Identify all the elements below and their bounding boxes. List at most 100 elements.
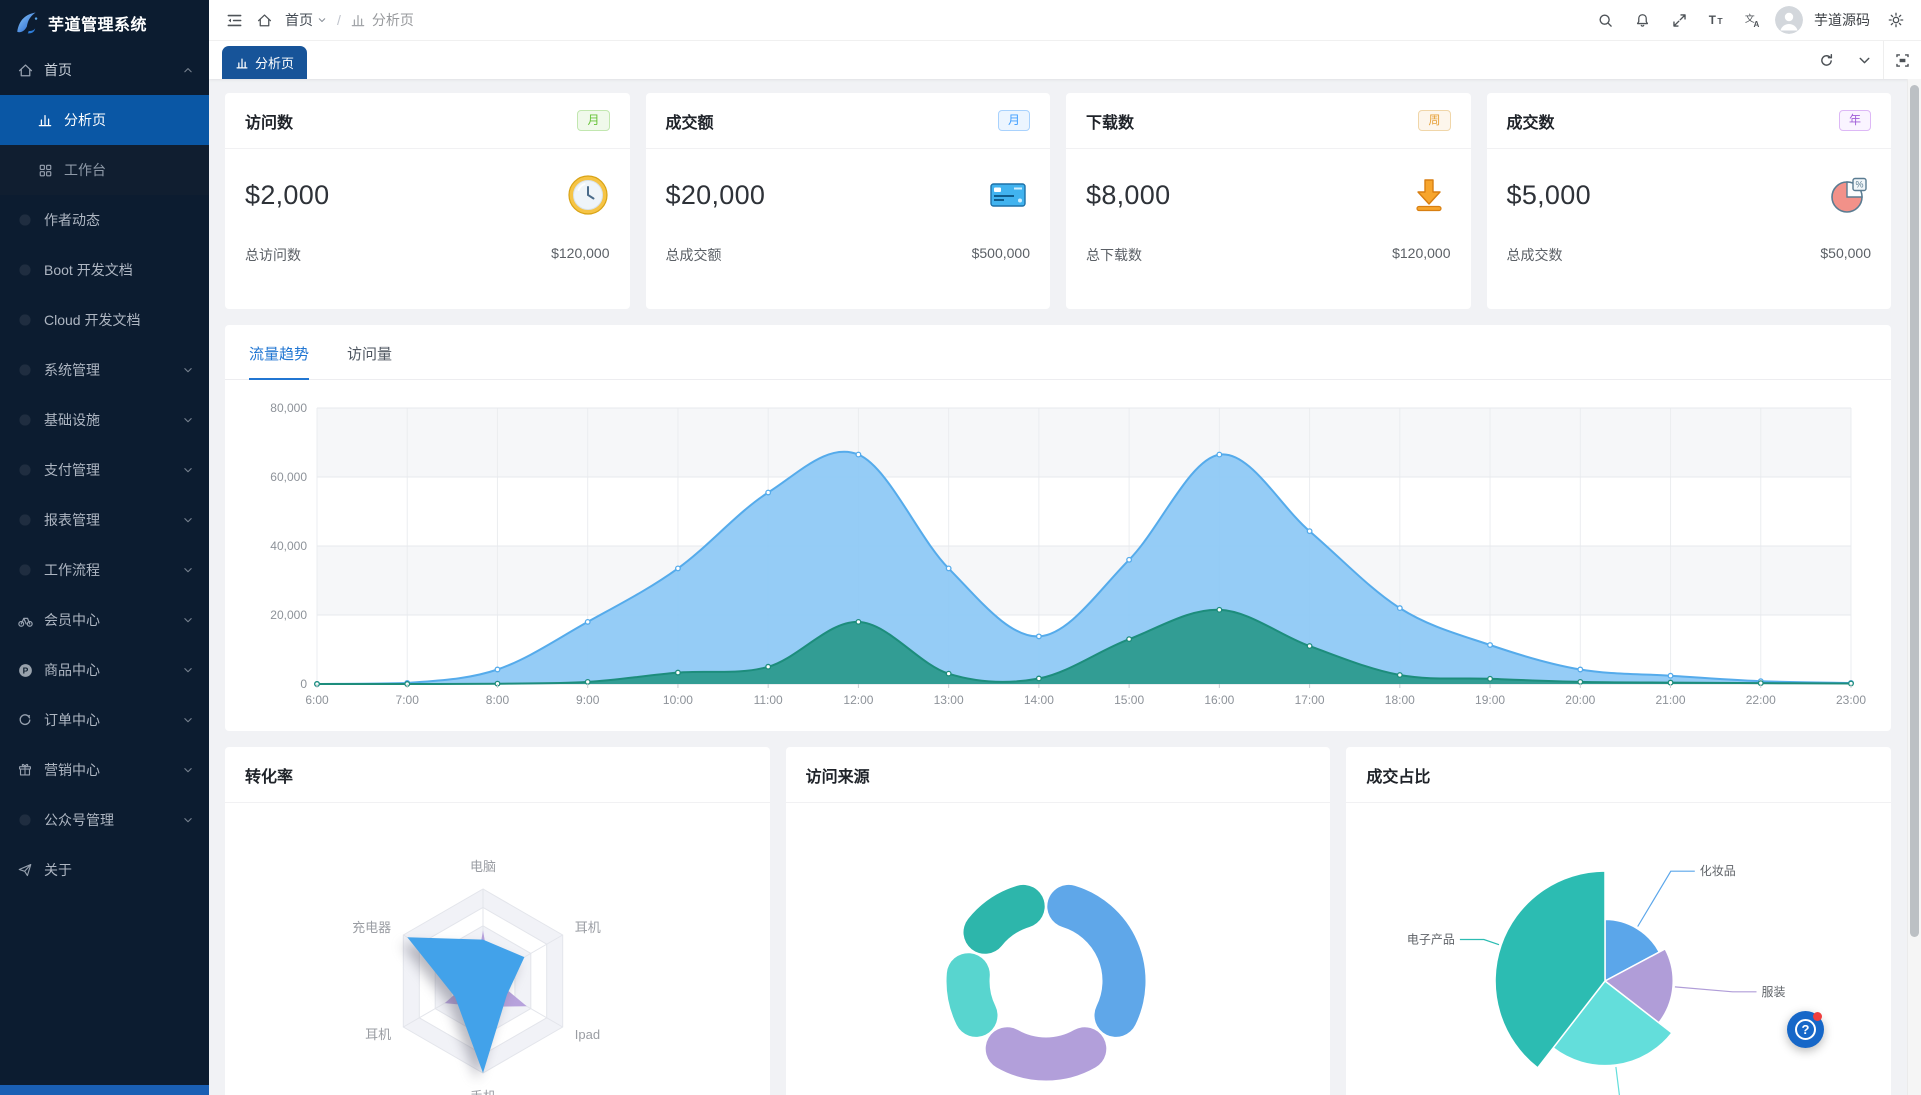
svg-text:16:00: 16:00 bbox=[1204, 693, 1234, 707]
help-button[interactable]: ? bbox=[1787, 1011, 1824, 1048]
area-fill-flow-blue[interactable] bbox=[317, 451, 1851, 684]
panel-title: 成交占比 bbox=[1366, 768, 1431, 786]
tab-analysis[interactable]: 分析页 bbox=[222, 46, 308, 79]
sidebar-item-about[interactable]: 关于 bbox=[0, 845, 209, 895]
username[interactable]: 芋道源码 bbox=[1814, 12, 1870, 28]
rose-slice-label: 电子产品 bbox=[1407, 933, 1455, 947]
svg-text:T: T bbox=[1717, 16, 1723, 26]
svg-text:9:00: 9:00 bbox=[576, 693, 600, 707]
stat-cards-row: 访问数 月 $2,000 总访问数 $120,000 成交额 月 $20,000 总成交额 $50… bbox=[225, 93, 1891, 309]
svg-text:23:00: 23:00 bbox=[1836, 693, 1866, 707]
donut-segment-purple[interactable] bbox=[985, 1027, 1106, 1081]
donut-segment-cyan[interactable] bbox=[946, 953, 998, 1037]
svg-text:80,000: 80,000 bbox=[270, 401, 307, 415]
breadcrumb-separator: / bbox=[337, 12, 341, 28]
sidebar-menu: 首页 分析页 工作台 作者动态 Boot 开发文档 Cloud 开发文档 系统管理基础设施支… bbox=[0, 45, 209, 895]
sidebar-item-pay[interactable]: 支付管理 bbox=[0, 445, 209, 495]
sidebar-item-infra[interactable]: 基础设施 bbox=[0, 395, 209, 445]
trend-tab-0[interactable]: 流量趋势 bbox=[249, 343, 310, 380]
fold-menu-icon[interactable] bbox=[219, 5, 249, 35]
tab-chart-icon bbox=[235, 56, 249, 70]
dot-icon bbox=[16, 261, 34, 279]
svg-text:10:00: 10:00 bbox=[663, 693, 693, 707]
radar-indicator-label: 电脑 bbox=[470, 859, 496, 874]
radar-indicator-label: 耳机 bbox=[365, 1027, 391, 1042]
chevron-down-icon[interactable] bbox=[1845, 41, 1883, 79]
sidebar-item-member[interactable]: 会员中心 bbox=[0, 595, 209, 645]
pie-icon: % bbox=[1827, 173, 1871, 217]
rose-slice-1[interactable] bbox=[1603, 947, 1675, 1024]
sidebar-item-label: Cloud 开发文档 bbox=[44, 312, 141, 328]
svg-text:0: 0 bbox=[300, 677, 307, 691]
stat-footer-label: 总成交数 bbox=[1506, 247, 1563, 263]
sidebar-item-analysis[interactable]: 分析页 bbox=[0, 95, 209, 145]
sidebar-item-label: 系统管理 bbox=[44, 362, 100, 378]
sidebar-item-report[interactable]: 报表管理 bbox=[0, 495, 209, 545]
donut-segment-teal[interactable] bbox=[963, 884, 1045, 954]
clock-icon bbox=[566, 173, 610, 217]
svg-text:文: 文 bbox=[1745, 12, 1755, 25]
refresh-icon[interactable] bbox=[1807, 41, 1845, 79]
breadcrumb-home[interactable]: 首页 bbox=[285, 10, 328, 30]
bell-icon[interactable] bbox=[1627, 5, 1657, 35]
sidebar-item-label: 商品中心 bbox=[44, 662, 100, 678]
svg-text:20,000: 20,000 bbox=[270, 608, 307, 622]
fullscreen-icon[interactable] bbox=[1664, 5, 1694, 35]
stat-footer-label: 总访问数 bbox=[245, 247, 301, 263]
breadcrumb-current[interactable]: 分析页 bbox=[350, 10, 414, 30]
avatar[interactable] bbox=[1775, 6, 1803, 34]
rose-slice-3[interactable] bbox=[1494, 870, 1607, 1069]
gear-icon[interactable] bbox=[1881, 5, 1911, 35]
stat-footer-value: $120,000 bbox=[551, 245, 610, 261]
area-fill-flow-teal[interactable] bbox=[317, 609, 1851, 684]
rose-slice-0[interactable] bbox=[1604, 918, 1661, 983]
order-icon bbox=[16, 711, 34, 729]
sidebar-item-system[interactable]: 系统管理 bbox=[0, 345, 209, 395]
question-icon: ? bbox=[1795, 1019, 1816, 1040]
sidebar-item-boot-doc[interactable]: Boot 开发文档 bbox=[0, 245, 209, 295]
svg-text:14:00: 14:00 bbox=[1024, 693, 1054, 707]
stat-value: $2,000 bbox=[245, 179, 330, 210]
rose-slice-label: 化妆品 bbox=[1700, 864, 1736, 878]
radar-chart: 电脑充电器耳机手机Ipad耳机 bbox=[352, 859, 601, 1095]
trend-tab-1[interactable]: 访问量 bbox=[347, 346, 393, 363]
chevron-down-icon bbox=[181, 513, 195, 527]
scrollbar-track[interactable] bbox=[1907, 79, 1921, 1095]
sidebar-item-mp[interactable]: 公众号管理 bbox=[0, 795, 209, 845]
svg-text:17:00: 17:00 bbox=[1295, 693, 1325, 707]
scrollbar-thumb[interactable] bbox=[1910, 85, 1919, 937]
conversion-card: 转化率 电脑充电器耳机手机Ipad耳机 bbox=[225, 747, 770, 1095]
home-icon[interactable] bbox=[249, 5, 279, 35]
sidebar-item-workbench[interactable]: 工作台 bbox=[0, 145, 209, 195]
app-logo[interactable]: 芋道管理系统 bbox=[0, 0, 209, 45]
svg-text:%: % bbox=[1855, 180, 1863, 190]
breadcrumb-home-label: 首页 bbox=[285, 12, 313, 28]
sidebar-item-marketing[interactable]: 营销中心 bbox=[0, 745, 209, 795]
period-badge: 月 bbox=[997, 109, 1030, 132]
sidebar-item-product[interactable]: P 商品中心 bbox=[0, 645, 209, 695]
search-icon[interactable] bbox=[1590, 5, 1620, 35]
dot-icon bbox=[16, 811, 34, 829]
sidebar-item-home[interactable]: 首页 bbox=[0, 45, 209, 95]
radar-series-blue[interactable] bbox=[407, 937, 525, 1073]
rose-slice-2[interactable] bbox=[1552, 979, 1674, 1067]
svg-text:20:00: 20:00 bbox=[1565, 693, 1595, 707]
sidebar-item-cloud-doc[interactable]: Cloud 开发文档 bbox=[0, 295, 209, 345]
sidebar-item-author-news[interactable]: 作者动态 bbox=[0, 195, 209, 245]
sidebar-collapse-bar[interactable] bbox=[0, 1085, 209, 1095]
dot-icon bbox=[16, 361, 34, 379]
svg-text:21:00: 21:00 bbox=[1656, 693, 1686, 707]
stat-card-title: 访问数 bbox=[245, 114, 294, 132]
period-badge: 年 bbox=[1838, 109, 1871, 132]
sidebar-item-order[interactable]: 订单中心 bbox=[0, 695, 209, 745]
rose-chart-container: 化妆品 服装 电子产品 bbox=[1346, 803, 1891, 1095]
stat-value: $20,000 bbox=[665, 179, 766, 210]
maximize-icon[interactable] bbox=[1883, 41, 1921, 79]
sidebar-item-workflow[interactable]: 工作流程 bbox=[0, 545, 209, 595]
donut-segment-blue[interactable] bbox=[1046, 884, 1146, 1037]
